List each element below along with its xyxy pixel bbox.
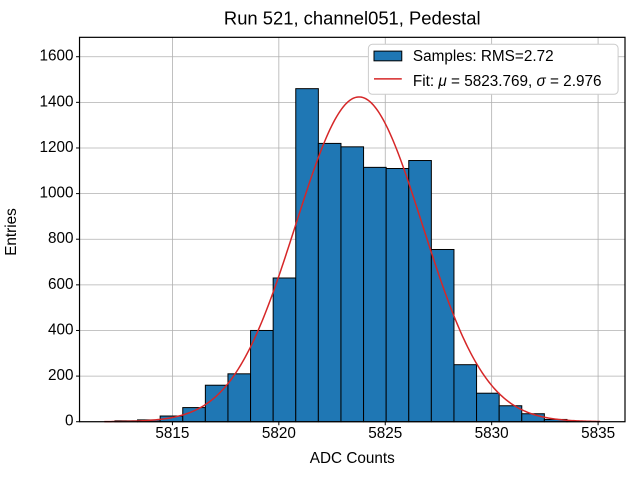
svg-text:Samples: RMS=2.72: Samples: RMS=2.72	[413, 48, 554, 65]
svg-text:5815: 5815	[155, 425, 189, 442]
svg-text:600: 600	[48, 276, 74, 293]
svg-text:Fit: μ = 5823.769, σ = 2.976: Fit: μ = 5823.769, σ = 2.976	[413, 73, 602, 90]
svg-text:Entries: Entries	[3, 208, 20, 256]
svg-text:400: 400	[48, 321, 74, 338]
svg-text:ADC Counts: ADC Counts	[310, 450, 395, 467]
svg-text:800: 800	[48, 230, 74, 247]
svg-text:1600: 1600	[39, 48, 73, 65]
svg-text:5830: 5830	[475, 425, 509, 442]
svg-text:1000: 1000	[39, 185, 73, 202]
svg-text:1200: 1200	[39, 139, 73, 156]
svg-text:0: 0	[65, 413, 74, 430]
svg-text:5820: 5820	[262, 425, 296, 442]
svg-text:200: 200	[48, 367, 74, 384]
svg-text:Run 521, channel051, Pedestal: Run 521, channel051, Pedestal	[224, 8, 481, 29]
svg-text:1400: 1400	[39, 93, 73, 110]
svg-text:5835: 5835	[581, 425, 615, 442]
svg-text:5825: 5825	[368, 425, 402, 442]
